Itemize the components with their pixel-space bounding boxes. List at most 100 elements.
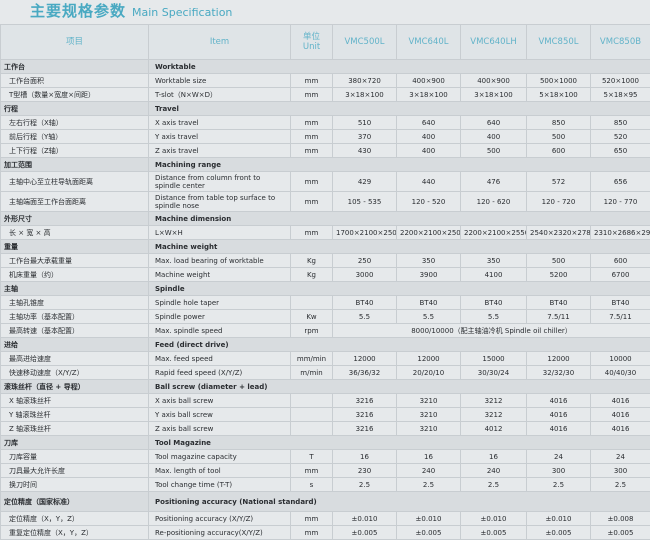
table-row: 定位精度（国家标准）Positioning accuracy (National… [1, 492, 650, 512]
item-cn: 定位精度（X，Y，Z） [1, 512, 149, 526]
value-cell: ±0.010 [461, 512, 527, 526]
item-en: Positioning accuracy (X/Y/Z) [149, 512, 291, 526]
value-cell: 120 - 520 [397, 192, 461, 212]
unit-cell [291, 422, 333, 436]
item-en: Worktable size [149, 74, 291, 88]
item-cn: 主轴 [1, 282, 149, 296]
value-cell: 520 [591, 130, 650, 144]
column-header: VMC640L [397, 25, 461, 60]
title-en: Main Specification [132, 6, 232, 19]
value-cell: 400 [397, 130, 461, 144]
unit-cell [291, 408, 333, 422]
item-cn: 工作台 [1, 60, 149, 74]
value-cell: 3210 [397, 408, 461, 422]
item-en: T-slot（N×W×D） [149, 88, 291, 102]
value-cell: 640 [397, 116, 461, 130]
value-cell: 120 - 720 [527, 192, 591, 212]
value-cell: 2200×2100×2550 [461, 226, 527, 240]
unit-cell: s [291, 478, 333, 492]
item-en: Rapid feed speed (X/Y/Z) [149, 366, 291, 380]
value-cell: 6700 [591, 268, 650, 282]
item-en: Tool magazine capacity [149, 450, 291, 464]
value-cell: 2540×2320×2780 [527, 226, 591, 240]
value-cell: ±0.005 [397, 526, 461, 540]
item-cn: Y 轴滚珠丝杆 [1, 408, 149, 422]
value-cell: 350 [461, 254, 527, 268]
item-cn: 主轴端面至工作台面距离 [1, 192, 149, 212]
value-cell: 12000 [333, 352, 397, 366]
value-cell: 24 [527, 450, 591, 464]
item-en: Z axis ball screw [149, 422, 291, 436]
value-cell: 500×1000 [527, 74, 591, 88]
value-cell: 400×900 [461, 74, 527, 88]
value-cell: 5.5 [333, 310, 397, 324]
title-cn: 主要规格参数 [30, 2, 126, 20]
table-row: 重复定位精度（X，Y，Z）Re-positioning accuracy(X/Y… [1, 526, 650, 540]
value-cell: ±0.008 [591, 512, 650, 526]
value-cell: 16 [461, 450, 527, 464]
value-cell: 30/30/24 [461, 366, 527, 380]
value-cell: 5×18×100 [527, 88, 591, 102]
value-cell: 3216 [333, 422, 397, 436]
value-cell: 4016 [591, 422, 650, 436]
value-cell: 850 [527, 116, 591, 130]
value-cell: 3×18×100 [461, 88, 527, 102]
value-cell: 300 [527, 464, 591, 478]
value-cell: 3216 [333, 408, 397, 422]
unit-cell: T [291, 450, 333, 464]
title-bar: 主要规格参数 Main Specification [0, 0, 650, 24]
value-cell: 500 [527, 254, 591, 268]
item-cn: 重量 [1, 240, 149, 254]
item-en: Machine weight [149, 268, 291, 282]
item-cn: 主轴中心至立柱导轨面距离 [1, 172, 149, 192]
value-cell: ±0.005 [591, 526, 650, 540]
value-cell: 656 [591, 172, 650, 192]
value-cell: 3216 [333, 394, 397, 408]
value-cell: 5200 [527, 268, 591, 282]
value-cell: 400 [397, 144, 461, 158]
unit-cell: m/min [291, 366, 333, 380]
value-cell: 15000 [461, 352, 527, 366]
value-cell: 105 - 535 [333, 192, 397, 212]
item-en: Max. spindle speed [149, 324, 291, 338]
item-cn: 刀库容量 [1, 450, 149, 464]
value-cell: 370 [333, 130, 397, 144]
item-cn: Z 轴滚珠丝杆 [1, 422, 149, 436]
value-cell: BT40 [461, 296, 527, 310]
item-en: Tool change time (T-T) [149, 478, 291, 492]
item-cn: 重复定位精度（X，Y，Z） [1, 526, 149, 540]
item-en: Positioning accuracy (National standard) [149, 492, 650, 512]
value-cell: 1700×2100×2500 [333, 226, 397, 240]
item-en: Distance from column front to spindle ce… [149, 172, 291, 192]
unit-cell: mm [291, 130, 333, 144]
unit-cell: Kg [291, 268, 333, 282]
value-cell: 16 [333, 450, 397, 464]
item-en: L×W×H [149, 226, 291, 240]
value-cell: 7.5/11 [591, 310, 650, 324]
item-cn: 主轴孔锥度 [1, 296, 149, 310]
item-cn: 刀具最大允许长度 [1, 464, 149, 478]
item-cn: 工作台最大承载重量 [1, 254, 149, 268]
column-header: Item [149, 25, 291, 60]
item-en: Tool Magazine [149, 436, 650, 450]
unit-cell: mm [291, 526, 333, 540]
value-cell: 24 [591, 450, 650, 464]
value-cell: 240 [461, 464, 527, 478]
column-header-line: 单位 [294, 32, 329, 42]
value-cell: 476 [461, 172, 527, 192]
value-cell: 8000/10000（配主轴油冷机 Spindle oil chiller） [333, 324, 650, 338]
value-cell: 440 [397, 172, 461, 192]
item-cn: 外形尺寸 [1, 212, 149, 226]
value-cell: 2200×2100×2500 [397, 226, 461, 240]
